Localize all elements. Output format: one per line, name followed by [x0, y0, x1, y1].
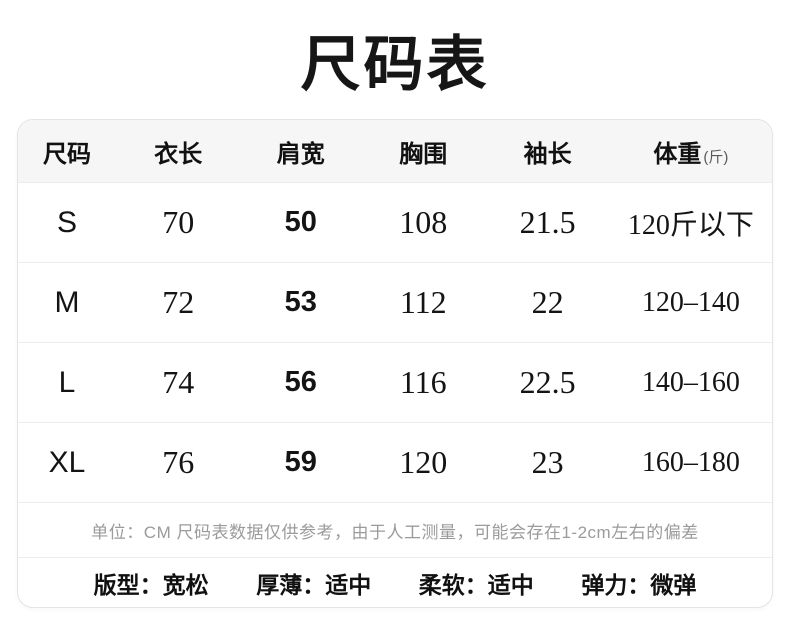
length-cell: 72: [162, 284, 195, 320]
table-row-xl: XL 76 59 120 23 160–180: [18, 422, 772, 502]
measurement-note: 单位：CM 尺码表数据仅供参考，由于人工测量，可能会存在1-2cm左右的偏差: [18, 502, 772, 557]
shoulder-cell: 59: [284, 446, 317, 478]
column-header-bust: 胸围: [399, 140, 448, 168]
weight-cell: 120斤以下: [627, 209, 754, 241]
table-row-m: M 72 53 112 22 120–140: [18, 262, 772, 342]
title-area: 尺码表: [0, 0, 790, 119]
sleeve-cell: 22.5: [519, 364, 576, 400]
column-header-shoulder: 肩宽: [276, 140, 325, 168]
column-header-length: 衣长: [154, 140, 203, 168]
sleeve-cell: 21.5: [519, 204, 576, 240]
length-cell: 76: [162, 444, 195, 480]
size-cell: L: [58, 365, 76, 399]
sleeve-cell: 23: [531, 444, 564, 480]
weight-cell: 160–180: [641, 446, 740, 478]
size-cell: M: [54, 285, 80, 319]
weight-cell: 120–140: [641, 286, 740, 318]
bust-cell: 108: [399, 204, 448, 240]
fabric-attributes-row: 版型：宽松 厚薄：适中 柔软：适中 弹力：微弹: [18, 557, 772, 607]
page-title: 尺码表: [300, 31, 490, 98]
column-header-size: 尺码: [43, 140, 91, 168]
size-cell: S: [57, 205, 78, 239]
table-row-l: L 74 56 116 22.5 140–160: [18, 342, 772, 422]
table-header-row: 尺码 衣长 肩宽 胸围 袖长 体重 (斤): [18, 120, 772, 182]
bust-cell: 120: [399, 444, 448, 480]
shoulder-cell: 56: [284, 366, 317, 398]
sleeve-cell: 22: [531, 284, 564, 320]
shoulder-cell: 53: [284, 286, 317, 318]
size-chart-card: 尺码 衣长 肩宽 胸围 袖长 体重 (斤) S 70 50 108 21.5 12…: [17, 119, 773, 608]
weight-unit-suffix: (斤): [703, 148, 729, 166]
length-cell: 74: [162, 364, 195, 400]
attribute-thickness: 厚薄：适中: [256, 571, 372, 598]
length-cell: 70: [162, 204, 195, 240]
shoulder-cell: 50: [284, 206, 317, 238]
attribute-fit: 版型：宽松: [93, 571, 209, 598]
table-row-s: S 70 50 108 21.5 120斤以下: [18, 182, 772, 262]
column-header-sleeve: 袖长: [523, 140, 572, 168]
column-header-weight: 体重 (斤): [610, 134, 772, 169]
bust-cell: 116: [399, 364, 447, 400]
weight-cell: 140–160: [641, 366, 740, 398]
size-cell: XL: [48, 445, 86, 479]
attribute-elasticity: 弹力：微弹: [581, 571, 697, 598]
attribute-softness: 柔软：适中: [418, 571, 534, 598]
bust-cell: 112: [399, 284, 447, 320]
column-header-weight-label: 体重: [653, 140, 702, 168]
